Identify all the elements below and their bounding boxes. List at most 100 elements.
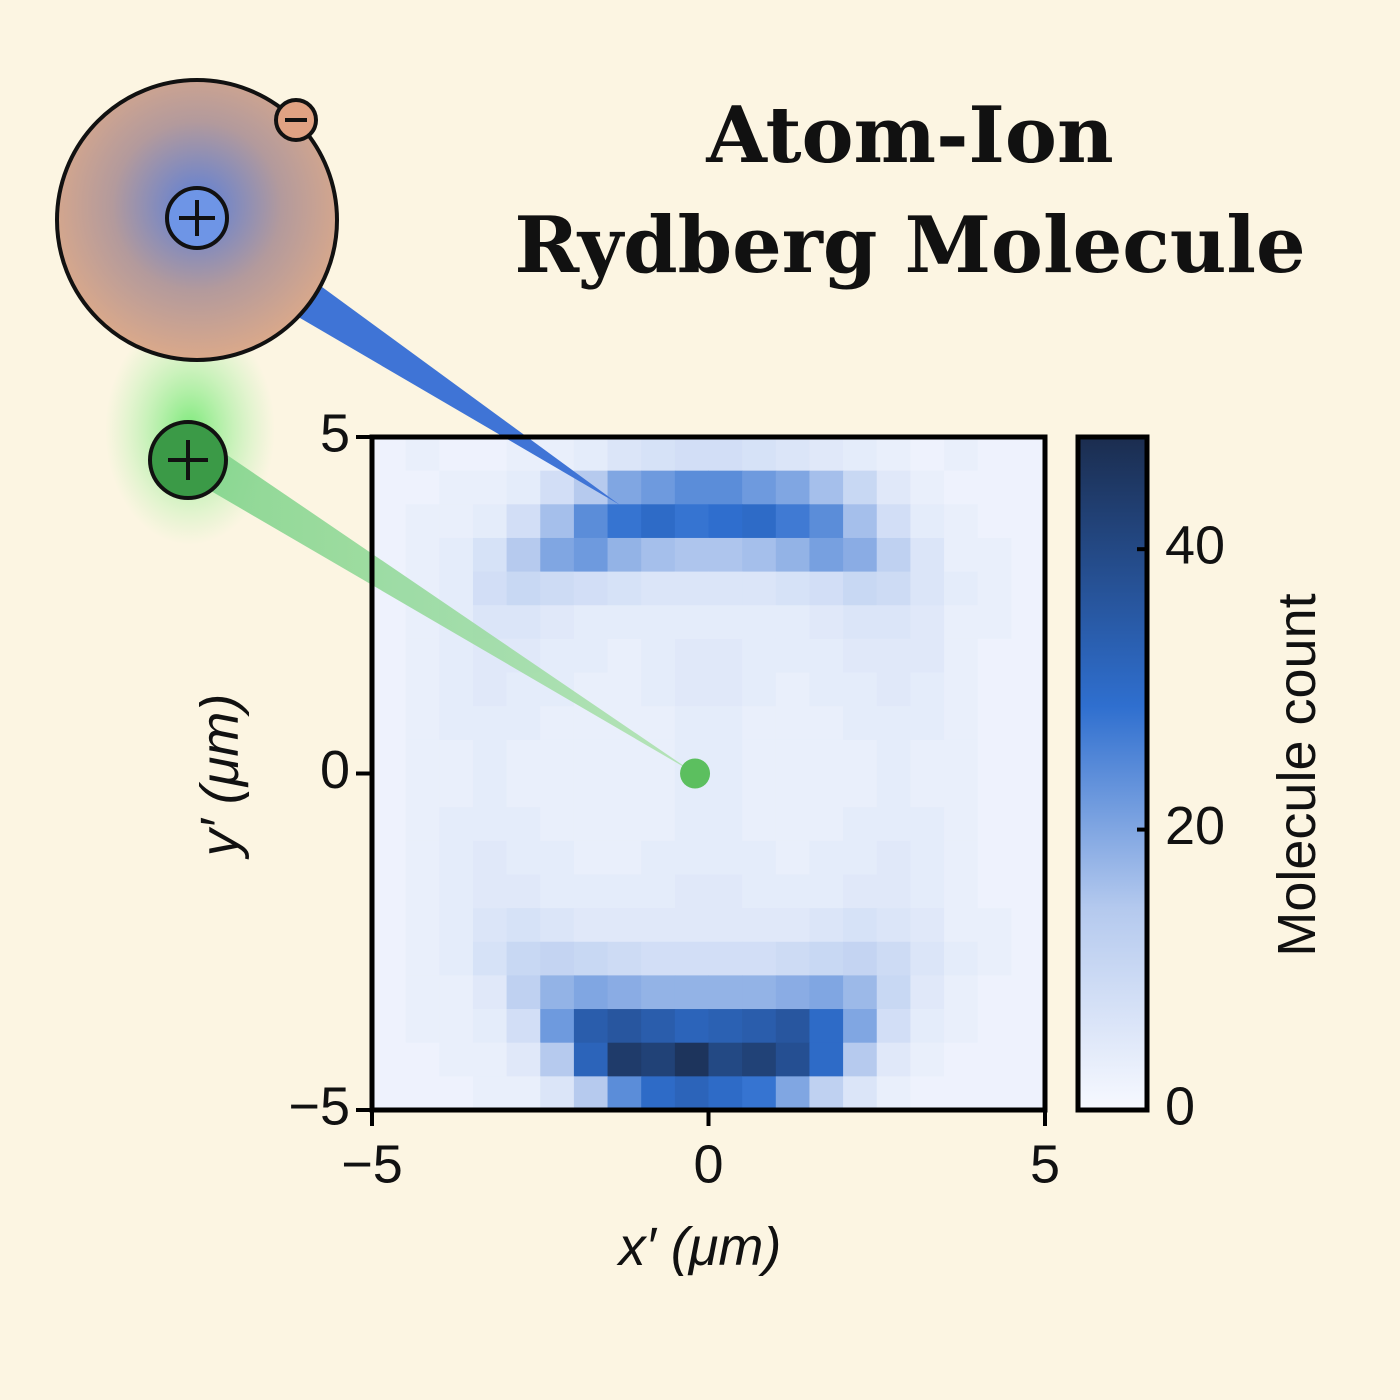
heatmap-cell (540, 807, 575, 842)
heatmap-cell (540, 908, 575, 943)
heatmap-cell (472, 908, 508, 943)
heatmap-cell (742, 706, 777, 741)
heatmap-cell (809, 773, 844, 808)
heatmap-cell (910, 874, 945, 909)
heatmap-cell (944, 1009, 979, 1044)
heatmap-cell (809, 470, 844, 505)
heatmap-cell (439, 504, 474, 539)
heatmap-cell (843, 1009, 878, 1044)
heatmap-cell (540, 605, 575, 640)
heatmap-cell (506, 739, 541, 774)
heatmap-cell (775, 975, 810, 1010)
heatmap-cell (1011, 975, 1046, 1010)
heatmap-cell (708, 504, 743, 539)
heatmap-cell (573, 1076, 609, 1111)
heatmap-cell (405, 1076, 440, 1111)
heatmap-cell (910, 437, 945, 472)
heatmap-cell (674, 1009, 709, 1044)
heatmap-cell (641, 672, 676, 707)
heatmap-cell (977, 874, 1012, 909)
heatmap-cell (641, 706, 676, 741)
heatmap-cell (472, 706, 508, 741)
heatmap-cell (775, 437, 810, 472)
heatmap-cell (607, 571, 642, 606)
heatmap-cell (472, 739, 508, 774)
heatmap-cell (775, 941, 810, 976)
heatmap-cell (607, 941, 642, 976)
heatmap-cell (977, 672, 1012, 707)
heatmap-cell (372, 504, 407, 539)
heatmap-cell (372, 739, 407, 774)
heatmap-cell (506, 571, 541, 606)
heatmap-cell (540, 1042, 575, 1077)
heatmap-cell (977, 840, 1012, 875)
heatmap-cell (372, 672, 407, 707)
heatmap-cell (944, 840, 979, 875)
heatmap-cell (775, 739, 810, 774)
heatmap-cell (910, 706, 945, 741)
heatmap-cell (910, 975, 945, 1010)
heatmap-cell (708, 1009, 743, 1044)
heatmap-cell (372, 1009, 407, 1044)
heatmap-cell (742, 773, 777, 808)
heatmap-cell (506, 504, 541, 539)
heatmap-cell (641, 1042, 676, 1077)
heatmap (372, 437, 1046, 1111)
heatmap-cell (809, 1076, 844, 1111)
heatmap-cell (573, 504, 609, 539)
heatmap-cell (809, 437, 844, 472)
heatmap-cell (540, 739, 575, 774)
heatmap-cell (607, 975, 642, 1010)
heatmap-cell (775, 908, 810, 943)
heatmap-cell (506, 605, 541, 640)
heatmap-cell (641, 571, 676, 606)
heatmap-cell (876, 941, 911, 976)
heatmap-cell (876, 706, 911, 741)
heatmap-cell (742, 975, 777, 1010)
heatmap-cell (775, 605, 810, 640)
heatmap-cell (674, 1042, 709, 1077)
heatmap-cell (439, 470, 474, 505)
heatmap-cell (405, 672, 440, 707)
heatmap-cell (708, 470, 743, 505)
heatmap-cell (674, 571, 709, 606)
heatmap-cell (405, 739, 440, 774)
heatmap-cell (472, 941, 508, 976)
colorbar-tick-label: 20 (1165, 796, 1225, 856)
heatmap-cell (607, 739, 642, 774)
heatmap-cell (977, 1076, 1012, 1111)
heatmap-cell (607, 840, 642, 875)
heatmap-cell (843, 537, 878, 573)
heatmap-cell (641, 908, 676, 943)
heatmap-cell (506, 1009, 541, 1044)
heatmap-cell (372, 908, 407, 943)
heatmap-cell (674, 605, 709, 640)
heatmap-cell (607, 638, 642, 674)
heatmap-cell (742, 874, 777, 909)
heatmap-cell (910, 840, 945, 875)
heatmap-cell (876, 975, 911, 1010)
heatmap-cell (876, 571, 911, 606)
heatmap-cell (809, 1042, 844, 1077)
heatmap-cell (742, 807, 777, 842)
heatmap-cell (809, 537, 844, 573)
heatmap-cell (607, 672, 642, 707)
heatmap-cell (775, 874, 810, 909)
heatmap-cell (405, 941, 440, 976)
heatmap-cell (944, 605, 979, 640)
heatmap-cell (1011, 571, 1046, 606)
heatmap-cell (809, 504, 844, 539)
heatmap-cell (607, 908, 642, 943)
heatmap-cell (977, 537, 1012, 573)
heatmap-cell (742, 1076, 777, 1111)
x-tick-label: 0 (693, 1134, 723, 1194)
heatmap-cell (405, 874, 440, 909)
heatmap-cell (876, 739, 911, 774)
green-cone (175, 440, 696, 774)
heatmap-cell (843, 504, 878, 539)
heatmap-cell (372, 638, 407, 674)
heatmap-cell (843, 605, 878, 640)
heatmap-cell (472, 437, 508, 472)
heatmap-cell (607, 470, 642, 505)
heatmap-cell (742, 638, 777, 674)
